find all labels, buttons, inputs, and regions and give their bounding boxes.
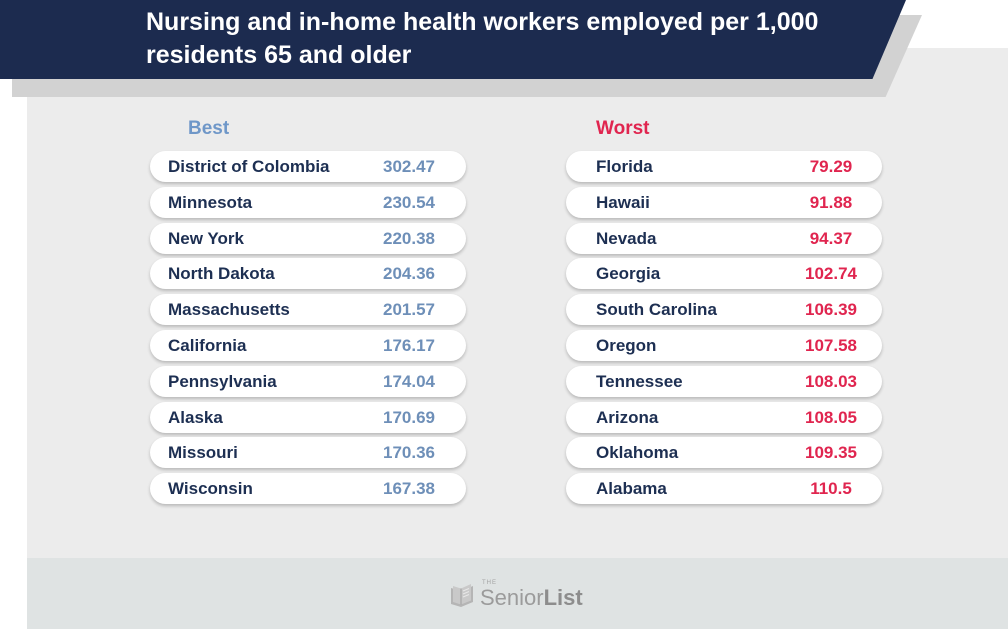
state-name: Massachusetts bbox=[168, 300, 290, 320]
logo-name-light: Senior bbox=[480, 585, 544, 610]
state-name: Minnesota bbox=[168, 192, 253, 212]
worst-list: Florida 79.29 Hawaii 91.88 Nevada 94.37 Geo… bbox=[566, 151, 882, 509]
best-row: Missouri 170.36 bbox=[150, 437, 466, 469]
state-name: Alabama bbox=[596, 479, 667, 499]
state-name: Arizona bbox=[596, 407, 659, 427]
rate-value: 174.04 bbox=[383, 371, 435, 391]
rate-value: 107.58 bbox=[805, 335, 857, 355]
rate-value: 106.39 bbox=[805, 300, 857, 320]
rate-value: 170.69 bbox=[383, 407, 435, 427]
best-row: District of Colombia 302.47 bbox=[150, 151, 466, 182]
best-row: Pennsylvania 174.04 bbox=[150, 365, 466, 397]
logo-prefix: THE bbox=[482, 580, 497, 586]
rate-value: 91.88 bbox=[809, 192, 853, 212]
rate-value: 176.17 bbox=[383, 335, 435, 355]
worst-row: Arizona 108.05 bbox=[566, 401, 882, 433]
state-name: Georgia bbox=[596, 264, 661, 284]
rate-value: 108.03 bbox=[805, 371, 857, 391]
worst-heading: Worst bbox=[596, 118, 650, 139]
rate-value: 230.54 bbox=[383, 192, 435, 212]
rate-value: 94.37 bbox=[809, 228, 853, 248]
page-title: Nursing and in-home health workers emplo… bbox=[146, 8, 819, 69]
state-name: Missouri bbox=[168, 443, 238, 463]
state-name: Alaska bbox=[168, 407, 223, 427]
rate-value: 110.5 bbox=[810, 479, 852, 499]
state-name: Wisconsin bbox=[168, 479, 253, 499]
footer-bar bbox=[27, 558, 1008, 629]
state-name: Nevada bbox=[596, 228, 657, 248]
best-row: Wisconsin 167.38 bbox=[150, 473, 466, 505]
title-banner bbox=[0, 0, 906, 79]
state-name: Oregon bbox=[596, 335, 657, 355]
rate-value: 204.36 bbox=[383, 264, 435, 284]
best-row: Minnesota 230.54 bbox=[150, 186, 466, 218]
best-row: Alaska 170.69 bbox=[150, 401, 466, 433]
state-name: Florida bbox=[596, 157, 653, 176]
logo-wordmark: SeniorList bbox=[480, 585, 583, 611]
worst-row: Tennessee 108.03 bbox=[566, 365, 882, 397]
worst-row: Florida 79.29 bbox=[566, 151, 882, 182]
worst-row: Oklahoma 109.35 bbox=[566, 437, 882, 469]
rate-value: 201.57 bbox=[383, 300, 435, 320]
worst-row: Alabama 110.5 bbox=[566, 473, 882, 505]
rate-value: 170.36 bbox=[383, 443, 435, 463]
rate-value: 220.38 bbox=[383, 228, 435, 248]
rate-value: 102.74 bbox=[805, 264, 857, 284]
best-list: District of Colombia 302.47 Minnesota 230.… bbox=[150, 151, 466, 509]
rate-value: 79.29 bbox=[809, 157, 853, 176]
best-row: Massachusetts 201.57 bbox=[150, 294, 466, 326]
logo-name-bold: List bbox=[543, 585, 583, 610]
best-row: California 176.17 bbox=[150, 329, 466, 361]
worst-row: Nevada 94.37 bbox=[566, 222, 882, 254]
book-icon bbox=[451, 584, 473, 607]
state-name: Pennsylvania bbox=[168, 371, 277, 391]
rate-value: 302.47 bbox=[383, 157, 435, 176]
rate-value: 167.38 bbox=[383, 479, 435, 499]
worst-row: Oregon 107.58 bbox=[566, 329, 882, 361]
state-name: California bbox=[168, 335, 247, 355]
state-name: South Carolina bbox=[596, 300, 717, 320]
rate-value: 109.35 bbox=[805, 443, 857, 463]
state-name: New York bbox=[168, 228, 244, 248]
state-name: North Dakota bbox=[168, 264, 275, 284]
senior-list-logo: THE SeniorList bbox=[449, 578, 589, 614]
rate-value: 108.05 bbox=[805, 407, 857, 427]
best-row: New York 220.38 bbox=[150, 222, 466, 254]
state-name: District of Colombia bbox=[168, 157, 330, 176]
state-name: Tennessee bbox=[596, 371, 683, 391]
worst-row: South Carolina 106.39 bbox=[566, 294, 882, 326]
state-name: Hawaii bbox=[596, 192, 650, 212]
worst-row: Georgia 102.74 bbox=[566, 258, 882, 290]
state-name: Oklahoma bbox=[596, 443, 679, 463]
worst-row: Hawaii 91.88 bbox=[566, 186, 882, 218]
best-heading: Best bbox=[188, 118, 230, 139]
best-row: North Dakota 204.36 bbox=[150, 258, 466, 290]
